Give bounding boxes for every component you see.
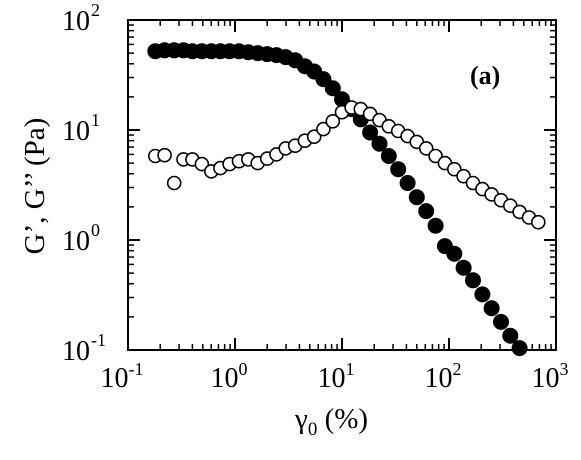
g-double-prime-point — [157, 147, 172, 163]
y-tick-label-exp: 0 — [91, 220, 100, 240]
x-tick-label: 102 — [425, 359, 462, 394]
g-prime-point — [399, 175, 416, 192]
g-prime-point — [511, 340, 528, 357]
g-prime-point — [371, 135, 388, 152]
y-tick-label: 10 — [62, 6, 90, 37]
g-prime-point — [446, 245, 463, 262]
g-prime-point — [324, 80, 341, 97]
axis-ticks — [127, 19, 557, 351]
y-tick-label: 10 — [62, 226, 90, 257]
x-tick-label: 100 — [211, 359, 248, 394]
g-prime-point — [362, 124, 379, 141]
g-prime-point — [464, 272, 481, 289]
x-tick-label-base: 10 — [101, 363, 129, 394]
g-double-prime-point — [316, 121, 331, 137]
g-prime-point — [474, 286, 491, 303]
g-double-prime-point — [530, 214, 546, 230]
panel-label: (a) — [470, 61, 500, 90]
g-prime-point — [502, 327, 519, 344]
g-prime-point — [492, 313, 509, 330]
x-tick-label-exp: 2 — [453, 359, 462, 379]
x-axis-title-sub: 0 — [308, 419, 318, 440]
g-prime-point — [455, 259, 472, 276]
g-prime-point — [418, 203, 435, 220]
x-tick-label-base: 10 — [211, 363, 239, 394]
y-tick-label: 10 — [62, 336, 90, 367]
y-tick-label-exp: 2 — [91, 0, 100, 20]
y-tick-label: 10 — [62, 116, 90, 147]
x-tick-label-base: 10 — [425, 363, 453, 394]
x-tick-label-exp: 3 — [560, 359, 569, 379]
g-prime-point — [390, 161, 407, 178]
x-tick-label-exp: -1 — [129, 359, 144, 379]
x-tick-label-exp: 1 — [346, 359, 355, 379]
x-axis-title-base: γ — [294, 403, 308, 435]
g-double-prime-point — [194, 156, 210, 172]
g-prime-point — [408, 189, 425, 206]
x-tick-labels: 10-1 100 101 102 103 — [101, 359, 569, 394]
y-axis-title: G’, G’’ (Pa) — [19, 118, 51, 255]
x-tick-label: 10-1 — [101, 359, 144, 394]
g-double-prime-point — [325, 114, 341, 129]
x-axis-title-rest: (%) — [317, 403, 368, 435]
x-tick-label-base: 10 — [318, 363, 346, 394]
x-tick-label-base: 10 — [532, 363, 560, 394]
x-tick-label: 103 — [532, 359, 569, 394]
x-axis-title: γ0 (%) — [294, 403, 368, 440]
g-prime-point — [483, 300, 500, 317]
data-points — [147, 42, 546, 357]
x-tick-label: 101 — [318, 359, 355, 394]
y-tick-label-exp: 1 — [91, 110, 100, 130]
g-double-prime-point — [306, 129, 322, 144]
y-tick-label-exp: -1 — [91, 330, 106, 350]
g-prime-point — [380, 148, 397, 165]
g-double-prime-point — [418, 141, 434, 156]
x-tick-label-exp: 0 — [239, 359, 248, 379]
g-double-prime-point — [166, 175, 182, 191]
g-prime-point — [427, 217, 444, 234]
